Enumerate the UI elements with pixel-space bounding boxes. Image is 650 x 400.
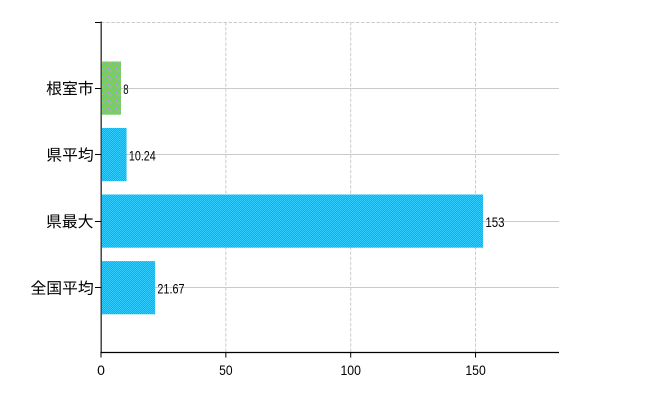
svg-text:150: 150 — [465, 362, 486, 378]
svg-text:100: 100 — [340, 362, 361, 378]
svg-text:0: 0 — [97, 362, 105, 378]
svg-text:10.24: 10.24 — [129, 147, 156, 163]
svg-text:8: 8 — [123, 81, 128, 97]
svg-text:50: 50 — [219, 362, 233, 378]
svg-text:21.67: 21.67 — [157, 281, 184, 297]
svg-text:153: 153 — [485, 214, 504, 230]
